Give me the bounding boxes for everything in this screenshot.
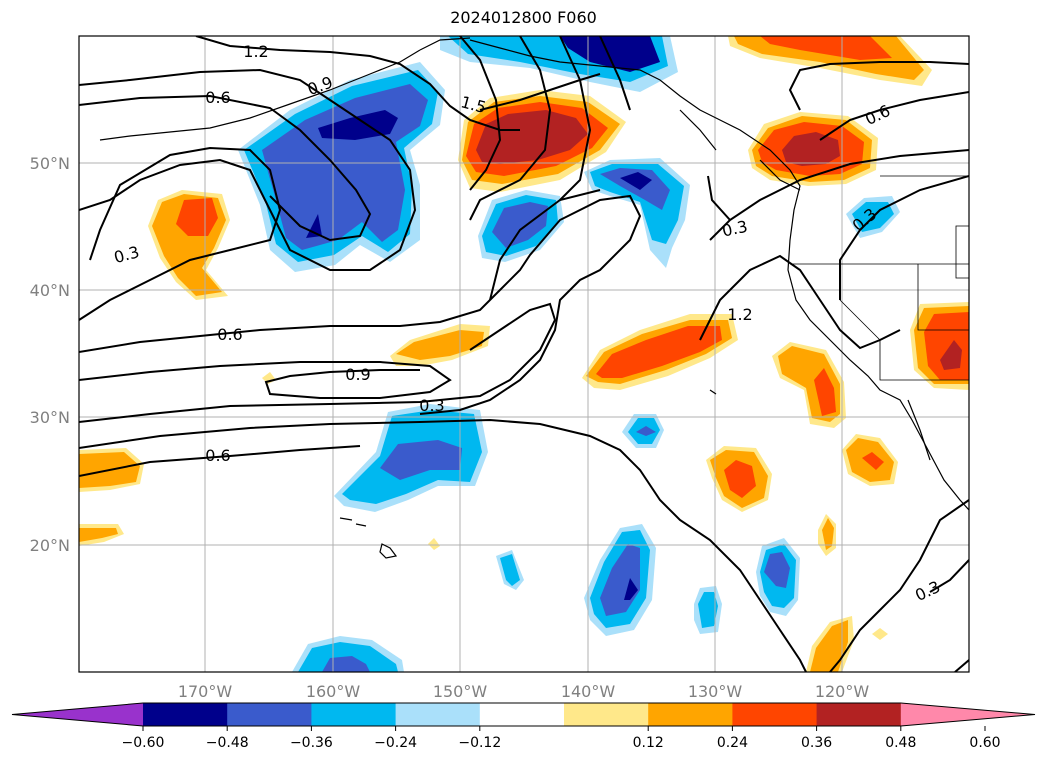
lon-label: 170°W — [178, 682, 233, 701]
colorbar-tick-label: 0.60 — [969, 735, 1000, 751]
lon-label: 140°W — [561, 682, 616, 701]
colorbar-segment — [143, 703, 228, 726]
contour-label: 0.6 — [205, 88, 230, 107]
colorbar-segment — [395, 703, 481, 726]
lon-label: 130°W — [688, 682, 743, 701]
lat-label: 40°N — [30, 281, 70, 300]
contour-label: 1.2 — [727, 305, 752, 324]
coastlines — [99, 37, 969, 559]
colorbar-extension-low — [12, 703, 143, 726]
contour-label: 0.9 — [345, 365, 370, 384]
contour-label: 1.2 — [243, 42, 268, 61]
colorbar-tick-label: −0.24 — [374, 735, 417, 751]
colorbar-tick-label: 0.48 — [885, 735, 916, 751]
map-frame — [78, 35, 970, 673]
colorbar-tick-label: −0.60 — [122, 735, 165, 751]
contour-label: 0.6 — [205, 446, 230, 465]
colorbar-segment — [227, 703, 312, 726]
colorbar-ticks: −0.60 −0.48 −0.36 −0.24 −0.12 0.12 0.24 0.36 0.4… — [122, 726, 1001, 751]
colorbar-tick-label: −0.48 — [206, 735, 249, 751]
colorbar-tick-label: 0.36 — [801, 735, 832, 751]
contour-label: 0.3 — [720, 217, 749, 241]
contour-label: 0.3 — [419, 396, 444, 415]
lon-label: 120°W — [815, 682, 870, 701]
lat-label: 50°N — [30, 154, 70, 173]
colorbar-segment — [311, 703, 397, 726]
contour-lines — [79, 36, 969, 672]
colorbar-segment — [564, 703, 649, 726]
colorbar-segment — [732, 703, 818, 726]
lon-label: 150°W — [433, 682, 488, 701]
graticule — [79, 36, 969, 672]
colorbar-extension-high — [900, 703, 1035, 726]
lat-label: 30°N — [30, 408, 70, 427]
colorbar-segment — [648, 703, 733, 726]
colorbar-tick-label: 0.24 — [717, 735, 748, 751]
colorbar-segment — [479, 703, 565, 726]
colorbar-tick-label: 0.12 — [633, 735, 664, 751]
colorbar — [11, 702, 1036, 727]
colorbar-tick-label: −0.36 — [290, 735, 333, 751]
lon-label: 160°W — [306, 682, 361, 701]
lon-labels: 170°W 160°W 150°W 140°W 130°W 120°W — [178, 682, 870, 701]
colorbar-segment — [816, 703, 902, 726]
borders — [790, 175, 969, 381]
map-title: 2024012800 F060 — [450, 8, 597, 27]
colorbar-tick-label: −0.12 — [458, 735, 501, 751]
lat-label: 20°N — [30, 536, 70, 555]
lat-labels: 50°N 40°N 30°N 20°N — [30, 154, 70, 555]
contour-label: 0.6 — [217, 325, 242, 344]
